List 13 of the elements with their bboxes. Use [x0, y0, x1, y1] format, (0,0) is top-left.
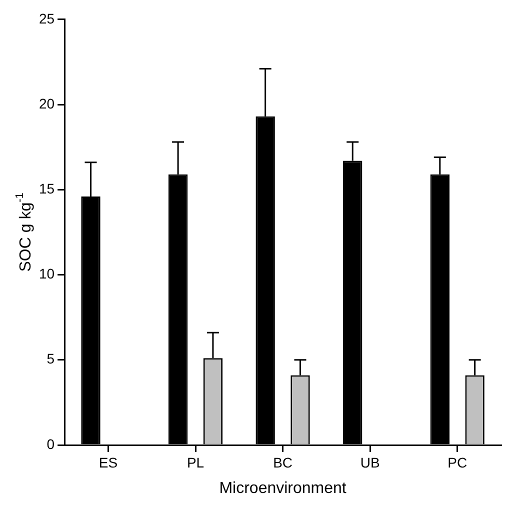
y-tick-label: 0	[46, 436, 55, 452]
y-tick-label: 15	[38, 180, 55, 196]
y-tick-label: 25	[38, 10, 55, 26]
y-tick-label: 5	[46, 350, 55, 367]
x-axis-title: Microenvironment	[219, 480, 347, 497]
x-tick-label: ES	[98, 454, 118, 470]
y-tick-label: 20	[38, 95, 55, 112]
x-tick-label: BC	[273, 454, 293, 470]
y-axis-title: SOC g kg-1	[14, 192, 34, 272]
y-tick-label: 10	[38, 266, 55, 282]
x-tick-label: UB	[360, 454, 380, 470]
x-tick-label: PL	[186, 454, 204, 470]
x-tick-label: PC	[448, 454, 468, 470]
